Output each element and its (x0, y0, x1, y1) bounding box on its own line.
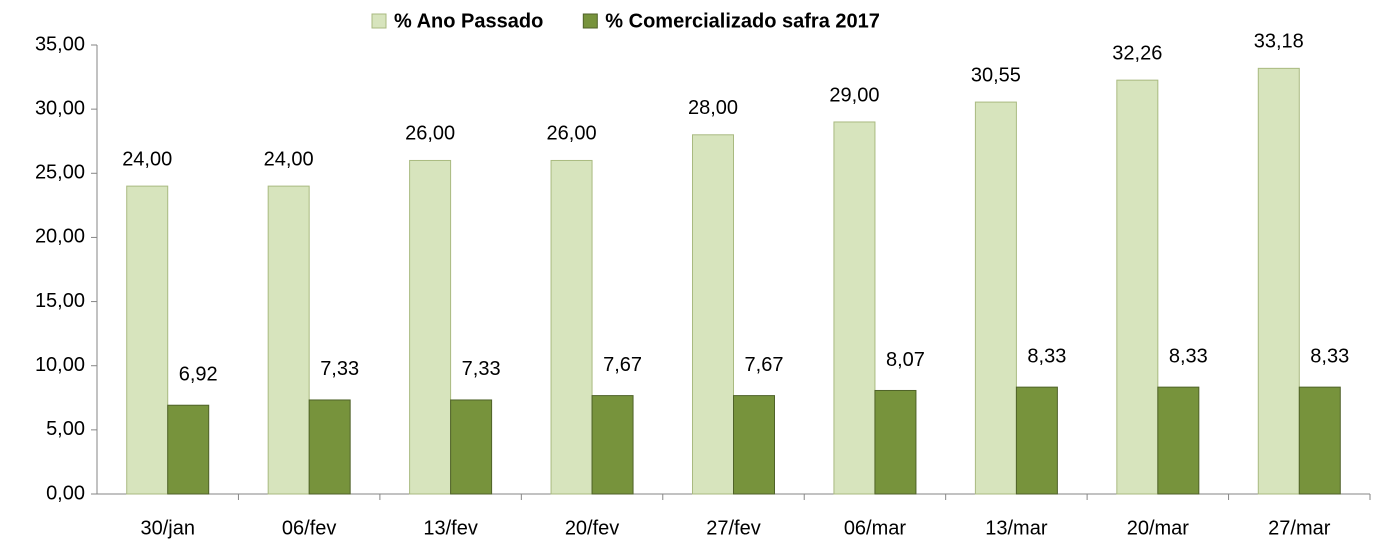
value-label: 8,07 (886, 349, 925, 371)
value-label: 7,33 (320, 358, 359, 380)
value-label: 24,00 (264, 148, 314, 170)
bar (409, 159, 452, 495)
x-tick-label: 20/fev (565, 517, 619, 539)
value-label: 7,33 (462, 358, 501, 380)
y-tick-label: 5,00 (46, 418, 85, 440)
bar (974, 101, 1017, 495)
y-tick-label: 0,00 (46, 482, 85, 504)
value-label: 33,18 (1254, 31, 1304, 53)
value-label: 29,00 (829, 84, 879, 106)
bar (550, 159, 593, 495)
value-label: 6,92 (179, 364, 218, 386)
bar (591, 395, 634, 495)
bar (167, 404, 210, 495)
y-tick-label: 35,00 (35, 33, 85, 55)
legend-label: % Comercializado safra 2017 (605, 10, 880, 32)
value-label: 8,33 (1310, 345, 1349, 367)
y-tick-label: 15,00 (35, 290, 85, 312)
value-label: 24,00 (122, 148, 172, 170)
x-tick-label: 30/jan (140, 517, 195, 539)
x-tick-label: 27/mar (1268, 517, 1331, 539)
y-tick-label: 10,00 (35, 354, 85, 376)
x-tick-label: 27/fev (706, 517, 760, 539)
legend-label: % Ano Passado (394, 10, 543, 32)
bar (1157, 386, 1200, 495)
value-label: 7,67 (745, 354, 784, 376)
bar (267, 185, 310, 495)
value-label: 8,33 (1169, 345, 1208, 367)
value-label: 30,55 (971, 64, 1021, 86)
y-tick-label: 20,00 (35, 226, 85, 248)
value-label: 32,26 (1112, 42, 1162, 64)
value-label: 8,33 (1027, 345, 1066, 367)
bar (1257, 67, 1300, 495)
x-tick-label: 13/mar (985, 517, 1048, 539)
legend-swatch (582, 13, 598, 29)
value-label: 7,67 (603, 354, 642, 376)
bar (308, 399, 351, 495)
x-tick-label: 06/fev (282, 517, 336, 539)
value-label: 26,00 (547, 123, 597, 145)
legend-swatch (371, 13, 387, 29)
y-tick-label: 25,00 (35, 162, 85, 184)
x-tick-label: 06/mar (844, 517, 907, 539)
y-tick-label: 30,00 (35, 97, 85, 119)
x-tick-label: 20/mar (1127, 517, 1190, 539)
value-label: 26,00 (405, 123, 455, 145)
bar (450, 399, 493, 495)
bar (1298, 386, 1341, 495)
bar (126, 185, 169, 495)
bar (833, 121, 876, 495)
value-label: 28,00 (688, 97, 738, 119)
x-tick-label: 13/fev (423, 517, 477, 539)
bar (874, 389, 917, 495)
bar (733, 395, 775, 495)
bar (1116, 79, 1159, 495)
bar (692, 134, 734, 495)
bar (1015, 386, 1058, 495)
